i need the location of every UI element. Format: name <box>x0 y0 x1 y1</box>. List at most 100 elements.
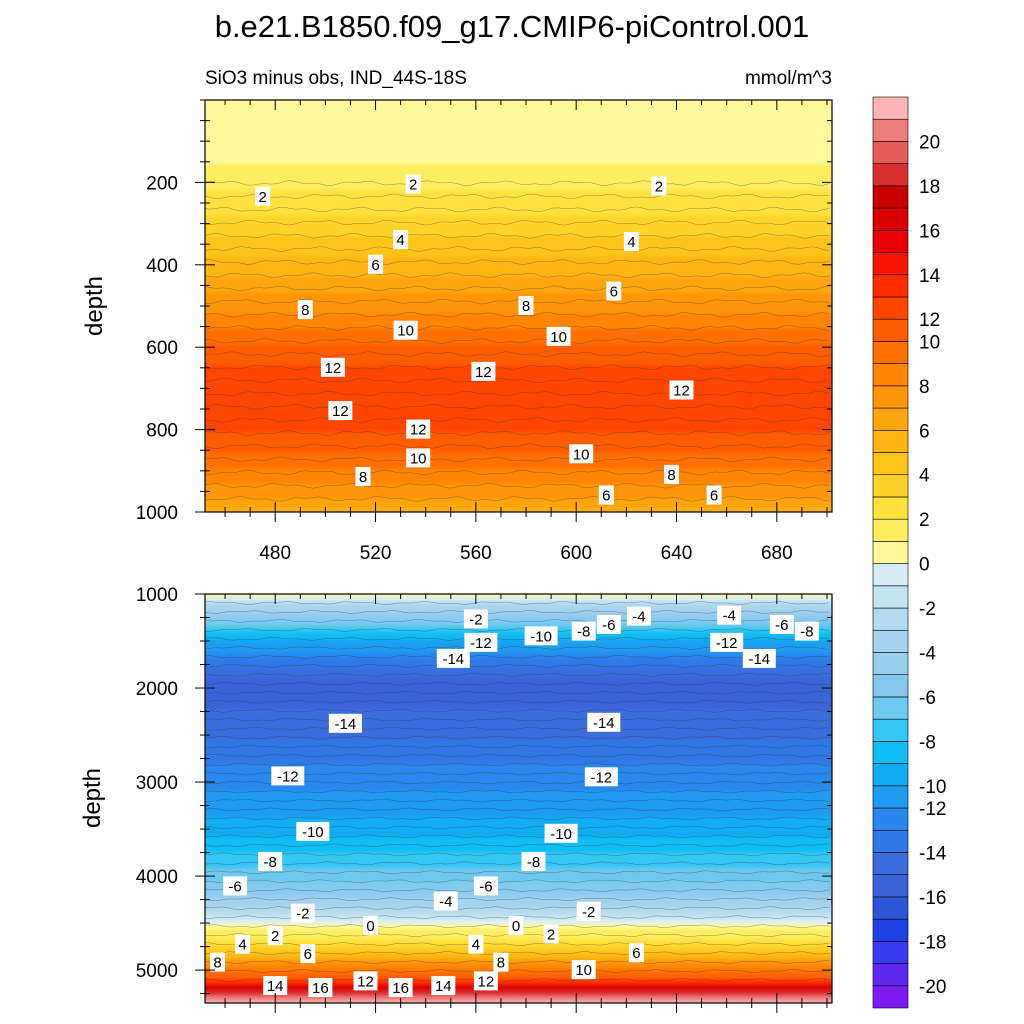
lower-panel: -2 -4 -4 -6 -6 -8 -8 -10 -12 -12 -14 -14 -14 -14 -12 -1… <box>79 585 833 1013</box>
colorbar-label: 14 <box>919 266 941 287</box>
contour-label-text: 2 <box>271 928 279 945</box>
colorbar-label: -12 <box>919 799 946 820</box>
contour-label: 12 <box>669 380 694 400</box>
contour-label: 8 <box>355 467 371 486</box>
contour-label-text: 10 <box>575 962 592 979</box>
contour-label: 10 <box>546 326 571 346</box>
contour-label-box <box>464 632 498 652</box>
contour-label-box <box>368 254 383 274</box>
colorbar-box <box>872 496 909 520</box>
colorbar-label: 12 <box>919 310 940 331</box>
contour-label-box <box>406 419 431 439</box>
y-tick-label: 1000 <box>136 585 178 606</box>
colorbar-box <box>872 207 909 231</box>
contour-label-text: 6 <box>632 945 640 962</box>
colorbar-box <box>872 363 909 387</box>
contour-label: 12 <box>406 419 431 439</box>
colorbar-box <box>872 118 909 142</box>
contour-label-text: 12 <box>332 403 349 420</box>
contour-line <box>204 843 829 848</box>
contour-label: 10 <box>569 444 594 464</box>
contour-line <box>204 753 830 758</box>
contour-label: 10 <box>406 448 431 468</box>
contour-label-box <box>431 976 456 996</box>
contour-line <box>204 246 830 252</box>
colorbar-box <box>872 407 909 431</box>
contour-line <box>204 496 830 502</box>
contour-label-text: -8 <box>264 854 277 871</box>
contour-label-text: 10 <box>573 446 590 463</box>
colorbar-box <box>872 185 909 209</box>
colorbar-label: -4 <box>919 644 936 665</box>
contour-label-text: -2 <box>582 904 595 921</box>
contour-label-box <box>493 952 509 972</box>
contour-line <box>204 351 830 357</box>
colorbar-label: -18 <box>919 932 946 953</box>
x-tick-label: 600 <box>560 543 592 564</box>
colorbar-label: -8 <box>919 732 936 753</box>
colorbar-label: -16 <box>919 888 946 909</box>
contour-label: -4 <box>717 605 742 625</box>
contour-line <box>204 325 830 331</box>
contour-label: -2 <box>576 901 601 921</box>
contour-label-text: -4 <box>439 894 452 911</box>
contour-label: -14 <box>328 713 362 733</box>
contour-label-text: 8 <box>497 955 505 972</box>
contour-label-box <box>255 186 271 206</box>
contour-line <box>204 870 830 875</box>
contour-label-text: -10 <box>302 824 324 841</box>
contour-label-text: 12 <box>357 973 374 990</box>
contour-label-box <box>664 464 679 484</box>
colorbar-label: 10 <box>919 332 940 353</box>
contour-line <box>204 879 830 884</box>
contour-line <box>205 691 830 695</box>
contour-line <box>204 259 830 265</box>
colorbar-box <box>872 807 909 831</box>
contour-label-text: 8 <box>522 298 530 315</box>
colorbar-box <box>872 629 909 653</box>
x-tick-label: 520 <box>360 543 392 564</box>
contour-label: 6 <box>300 944 316 964</box>
contour-label-box <box>406 448 431 468</box>
contour-label: 12 <box>353 971 378 991</box>
contour-label: 2 <box>267 926 283 946</box>
colorbar-box <box>872 607 909 631</box>
contour-line <box>204 771 830 776</box>
colorbar-box <box>872 785 909 809</box>
contour-label: 12 <box>328 401 353 421</box>
contour-label-text: 12 <box>325 360 342 377</box>
contour-label: -2 <box>290 903 315 923</box>
colorbar-box <box>872 163 909 187</box>
colorbar-box <box>872 741 909 764</box>
contour-label-box <box>353 971 378 991</box>
contour-label-box <box>598 485 614 505</box>
contour-label: -8 <box>521 852 546 871</box>
contour-label-text: -12 <box>590 769 612 786</box>
contour-label: -12 <box>464 632 498 652</box>
contour-label-text: 8 <box>667 467 675 484</box>
contour-label: 8 <box>297 300 313 320</box>
contour-label-text: 0 <box>366 918 374 935</box>
contour-label-box <box>628 943 644 963</box>
lower-y-axis-label: depth <box>79 768 106 828</box>
colorbar-label: 2 <box>919 510 930 531</box>
contour-line <box>204 456 830 463</box>
contour-label: -14 <box>742 648 776 668</box>
colorbar-box <box>872 896 909 920</box>
contour-label-text: -14 <box>593 715 615 732</box>
contour-line <box>204 762 830 767</box>
contour-label: -8 <box>794 621 819 641</box>
contour-label-text: 6 <box>602 488 610 505</box>
contour-line <box>204 798 830 803</box>
contour-label-box <box>296 821 330 841</box>
colorbar-box <box>872 429 909 453</box>
contour-label: 14 <box>431 976 456 996</box>
contour-label: 6 <box>368 254 383 274</box>
contour-label: -8 <box>571 621 596 641</box>
colorbar-box <box>872 852 909 875</box>
colorbar-box <box>872 941 909 964</box>
contour-label-text: 2 <box>547 926 555 943</box>
colorbar-box <box>872 652 909 676</box>
colorbar-label: -2 <box>919 599 936 620</box>
